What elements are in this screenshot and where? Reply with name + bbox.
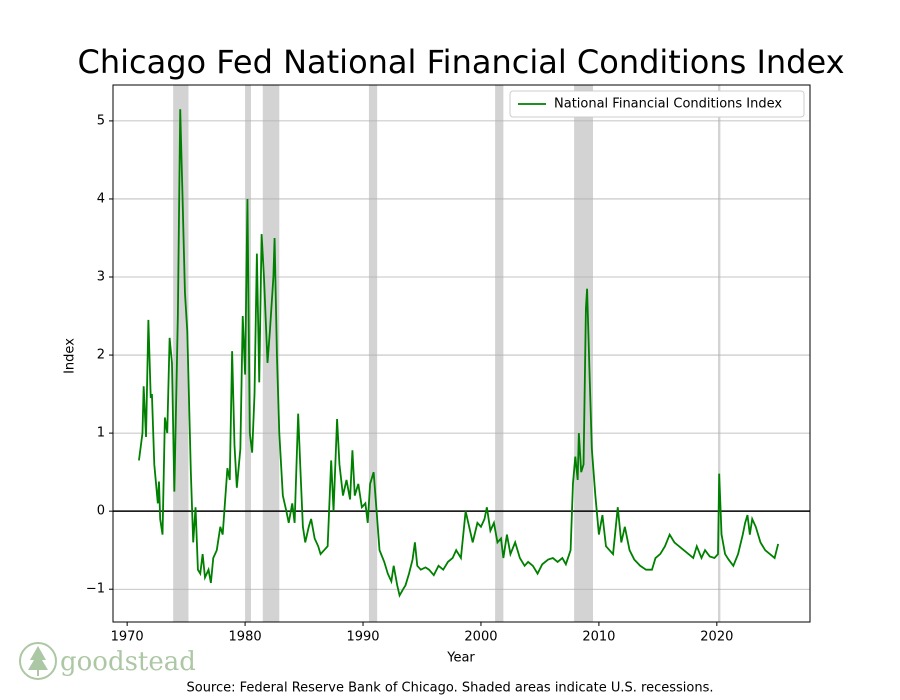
x-tick-label: 2000: [464, 630, 497, 645]
logo-tree: [28, 646, 48, 676]
recession-band: [262, 85, 280, 622]
y-axis-label: Index: [63, 338, 78, 374]
x-tick-label: 1990: [346, 630, 379, 645]
recession-band: [173, 85, 189, 622]
plot-frame: [112, 84, 811, 623]
x-axis-label: Year: [446, 651, 475, 666]
legend: National Financial Conditions Index: [509, 90, 805, 118]
x-tick-label: 1970: [111, 630, 144, 645]
y-tick-label: 1: [97, 426, 105, 441]
legend-label: National Financial Conditions Index: [554, 97, 782, 112]
recession-band: [574, 85, 593, 622]
recession-band: [245, 85, 251, 622]
chart-title: Chicago Fed National Financial Condition…: [77, 43, 844, 81]
logo-text: goodstead: [60, 647, 196, 677]
x-tick-label: 1980: [229, 630, 262, 645]
x-tick-label: 2020: [700, 630, 733, 645]
data-line: [138, 109, 780, 598]
y-tick-label: −1: [86, 582, 105, 597]
recession-band: [368, 85, 378, 622]
recession-band: [718, 85, 721, 622]
x-tick-label: 2010: [582, 630, 615, 645]
logo: goodstead: [19, 642, 196, 680]
source-note: Source: Federal Reserve Bank of Chicago.…: [186, 681, 713, 696]
logo-ring: [19, 642, 57, 680]
legend-box: [509, 90, 805, 118]
y-tick-label: 2: [97, 348, 105, 363]
y-tick-label: 0: [97, 504, 105, 519]
recession-band: [495, 85, 504, 622]
y-tick-label: 3: [97, 270, 105, 285]
y-tick-label: 5: [97, 113, 105, 128]
y-tick-label: 4: [97, 191, 105, 206]
